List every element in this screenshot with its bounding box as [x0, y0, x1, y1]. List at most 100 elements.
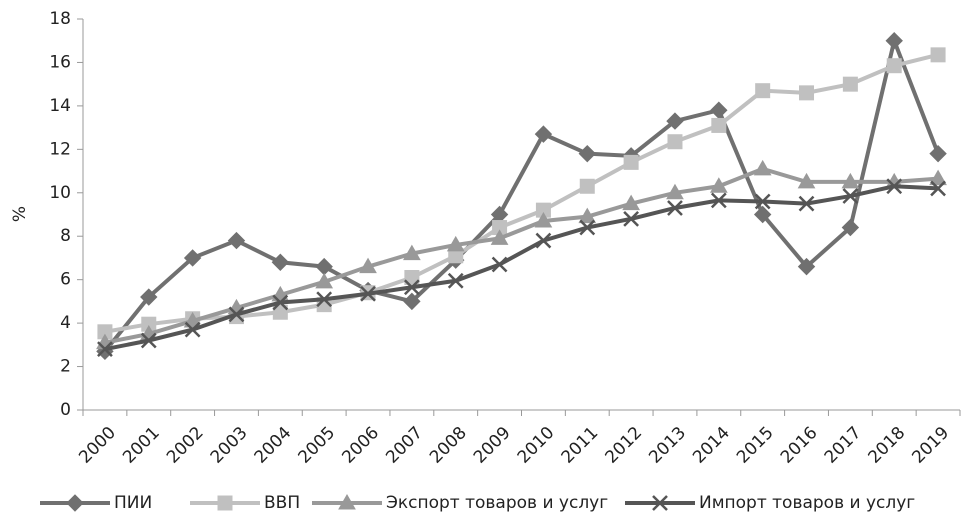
y-tick-label: 12: [49, 139, 71, 159]
marker: [930, 47, 946, 63]
y-tick-label: 2: [60, 357, 71, 377]
marker: [842, 188, 859, 204]
legend-marker: [652, 495, 668, 511]
marker: [711, 117, 727, 133]
series: [97, 47, 946, 340]
marker: [666, 112, 684, 130]
x-tick-label: 2019: [908, 423, 953, 468]
marker: [404, 269, 420, 285]
marker: [140, 288, 158, 306]
marker: [799, 85, 815, 101]
marker: [140, 332, 157, 349]
marker: [929, 144, 947, 163]
x-tick-label: 2011: [558, 423, 603, 468]
marker: [578, 144, 596, 163]
marker: [666, 183, 684, 200]
marker: [797, 257, 816, 276]
marker: [886, 58, 902, 74]
marker: [360, 285, 376, 302]
x-tick-label: 2017: [821, 423, 866, 468]
legend-label: Импорт товаров и услуг: [699, 493, 915, 513]
x-tick-label: 2008: [426, 423, 471, 468]
series-line: [104, 166, 939, 345]
y-tick-label: 16: [49, 52, 71, 72]
y-tick-label: 8: [60, 226, 71, 246]
x-tick-label: 2015: [733, 423, 778, 468]
legend-marker: [66, 494, 84, 512]
marker: [403, 244, 421, 261]
marker: [622, 194, 640, 211]
marker: [272, 294, 289, 311]
series: [97, 178, 946, 358]
marker: [183, 311, 202, 328]
marker: [183, 249, 202, 267]
marker: [886, 178, 903, 195]
marker: [272, 304, 288, 320]
x-tick-label: 2018: [865, 423, 910, 468]
marker: [579, 219, 596, 236]
marker: [667, 200, 683, 216]
x-tick-label: 2002: [163, 423, 208, 468]
marker: [359, 257, 377, 274]
marker: [841, 218, 860, 237]
y-tick-label: 6: [60, 270, 71, 290]
marker: [490, 229, 509, 245]
marker: [403, 279, 420, 296]
marker: [885, 32, 903, 50]
x-tick-label: 2005: [295, 423, 340, 468]
x-tick-label: 2013: [645, 423, 690, 468]
y-tick-label: 10: [49, 183, 71, 203]
marker: [535, 232, 552, 249]
marker: [755, 83, 771, 99]
marker: [930, 180, 946, 197]
legend-label: ПИИ: [114, 493, 152, 513]
legend-marker: [338, 493, 356, 510]
y-tick-label: 14: [49, 96, 71, 116]
marker: [271, 253, 290, 271]
legend-label: ВВП: [264, 493, 300, 513]
series-line: [103, 33, 940, 353]
x-tick-label: 2010: [514, 423, 559, 468]
marker: [929, 169, 947, 186]
marker: [753, 205, 772, 224]
marker: [579, 178, 595, 194]
marker: [315, 272, 334, 289]
marker: [667, 134, 683, 150]
marker: [446, 235, 465, 252]
x-tick-label: 2001: [119, 423, 164, 468]
marker: [447, 272, 464, 289]
y-tick-label: 4: [60, 313, 71, 333]
marker: [623, 154, 639, 170]
marker: [842, 76, 858, 92]
x-tick-label: 2006: [338, 423, 383, 468]
x-tick-label: 2009: [470, 423, 515, 468]
marker: [710, 101, 728, 119]
x-tick-label: 2000: [75, 423, 120, 468]
marker: [184, 321, 201, 338]
marker: [403, 292, 421, 311]
marker: [534, 125, 553, 143]
marker: [534, 212, 553, 228]
marker: [754, 193, 771, 210]
series-line: [104, 184, 939, 352]
y-tick-label: 0: [60, 400, 71, 420]
marker: [797, 172, 816, 189]
x-tick-label: 2016: [777, 423, 822, 468]
legend-label: Экспорт товаров и услуг: [386, 493, 608, 513]
marker: [315, 257, 333, 276]
x-tick-label: 2014: [689, 423, 734, 468]
marker: [798, 195, 815, 212]
x-tick-label: 2012: [601, 423, 646, 468]
marker: [623, 210, 640, 227]
marker: [491, 256, 508, 273]
y-tick-label: 18: [49, 9, 71, 29]
marker: [753, 159, 772, 176]
marker: [709, 177, 728, 193]
marker: [578, 207, 597, 224]
legend-marker: [217, 495, 233, 511]
x-tick-label: 2007: [382, 423, 427, 468]
marker: [227, 231, 246, 250]
x-tick-label: 2004: [251, 423, 296, 468]
marker: [228, 306, 245, 323]
